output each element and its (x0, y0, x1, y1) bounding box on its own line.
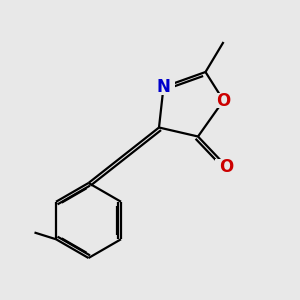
Bar (215, 159, 238, 174)
Text: O: O (219, 158, 234, 175)
Text: O: O (216, 92, 231, 110)
Bar (152, 80, 175, 94)
Text: N: N (157, 78, 170, 96)
Bar (212, 93, 235, 108)
